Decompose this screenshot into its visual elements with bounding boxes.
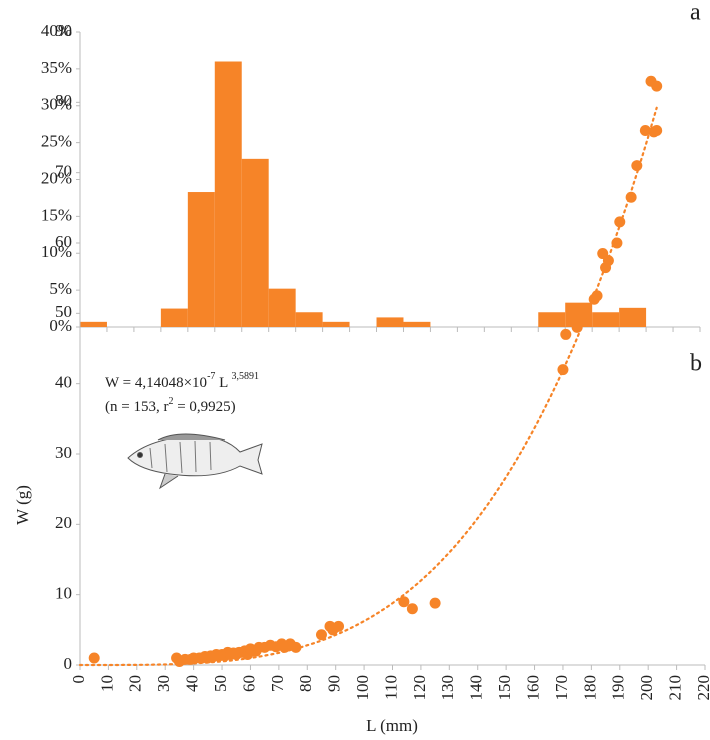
x-tick-label: 50 <box>211 675 230 692</box>
y-tick-label: 40 <box>55 373 72 392</box>
fit-stats: (n = 153, r2 = 0,9925) <box>105 396 236 415</box>
equation-part: W = 4,14048×10 <box>105 375 207 391</box>
data-point <box>315 629 327 641</box>
data-point <box>611 237 623 249</box>
panel-label: b <box>690 351 702 377</box>
data-point <box>639 124 651 136</box>
x-tick-label: 150 <box>495 675 514 701</box>
y-tick-label: 30% <box>41 95 72 114</box>
x-tick-label: 140 <box>467 675 486 701</box>
data-point <box>429 597 441 609</box>
bar <box>268 288 296 327</box>
data-point <box>398 596 410 608</box>
bar <box>214 61 242 327</box>
data-point <box>88 652 100 664</box>
fish-illustration <box>127 433 263 490</box>
y-tick-label: 10% <box>41 242 72 261</box>
x-tick-label: 120 <box>410 675 429 701</box>
y-tick-label: 20 <box>55 513 72 532</box>
data-point <box>406 603 418 615</box>
y-tick-label: 50 <box>55 302 72 321</box>
y-tick-label: 15% <box>41 205 72 224</box>
x-tick-label: 90 <box>325 675 344 692</box>
data-point <box>591 290 603 302</box>
y-tick-label: 80 <box>55 91 72 110</box>
y-tick-label: 0 <box>64 654 73 673</box>
x-tick-label: 80 <box>296 675 315 692</box>
equation-part: L <box>215 375 231 391</box>
stats-part: = 0,9925) <box>173 399 235 415</box>
y-tick-label: 70 <box>55 162 72 181</box>
y-tick-label: 60 <box>55 232 72 251</box>
x-tick-label: 210 <box>665 675 684 701</box>
bar <box>187 192 215 327</box>
y-tick-label: 25% <box>41 132 72 151</box>
x-tick-label: 110 <box>381 675 400 700</box>
x-tick-label: 40 <box>183 675 202 692</box>
bar <box>538 312 566 327</box>
data-point <box>631 160 643 172</box>
bar <box>592 312 620 327</box>
data-point <box>614 216 626 228</box>
x-tick-label: 60 <box>239 675 258 692</box>
x-tick-label: 220 <box>694 675 710 701</box>
y-tick-label: 35% <box>41 58 72 77</box>
bar <box>80 321 107 327</box>
y-tick-label: 40% <box>41 21 72 40</box>
equation-part: 3,5891 <box>232 371 260 382</box>
data-point <box>602 255 614 267</box>
stats-part: 2 <box>168 396 173 407</box>
bar <box>619 307 647 327</box>
data-point <box>651 124 663 136</box>
data-point <box>290 641 302 653</box>
x-tick-label: 70 <box>268 675 287 692</box>
x-axis-title: L (mm) <box>366 716 418 735</box>
x-tick-label: 10 <box>97 675 116 692</box>
y-tick-label: 20% <box>41 168 72 187</box>
x-tick-label: 100 <box>353 675 372 701</box>
y-tick-label: 90 <box>55 21 72 40</box>
data-point <box>333 620 345 632</box>
x-tick-label: 160 <box>523 675 542 701</box>
data-point <box>560 328 572 340</box>
bar <box>403 321 431 327</box>
x-tick-label: 170 <box>552 675 571 701</box>
panel-label: a <box>690 0 701 26</box>
x-tick-label: 200 <box>637 675 656 701</box>
x-tick-label: 20 <box>126 675 145 692</box>
x-tick-label: 180 <box>580 675 599 701</box>
data-point <box>557 364 569 376</box>
x-tick-label: 190 <box>609 675 628 701</box>
equation-part: -7 <box>207 371 215 382</box>
y-tick-label: 10 <box>55 584 72 603</box>
bar <box>376 317 404 327</box>
bar <box>160 308 188 327</box>
x-tick-label: 30 <box>154 675 173 692</box>
x-tick-label: 0 <box>69 675 88 684</box>
bar <box>241 158 269 327</box>
data-point <box>571 321 583 333</box>
bar <box>322 321 350 327</box>
y-tick-label: 30 <box>55 443 72 462</box>
stats-part: (n = 153, r <box>105 399 168 415</box>
y-axis-title: W (g) <box>13 485 32 525</box>
data-point <box>651 80 663 92</box>
bar <box>295 312 323 327</box>
y-tick-label: 5% <box>49 279 72 298</box>
y-tick-label: 0% <box>49 316 72 335</box>
data-point <box>625 191 637 203</box>
equation: W = 4,14048×10-7 L 3,5891 <box>105 371 259 391</box>
x-tick-label: 130 <box>438 675 457 701</box>
